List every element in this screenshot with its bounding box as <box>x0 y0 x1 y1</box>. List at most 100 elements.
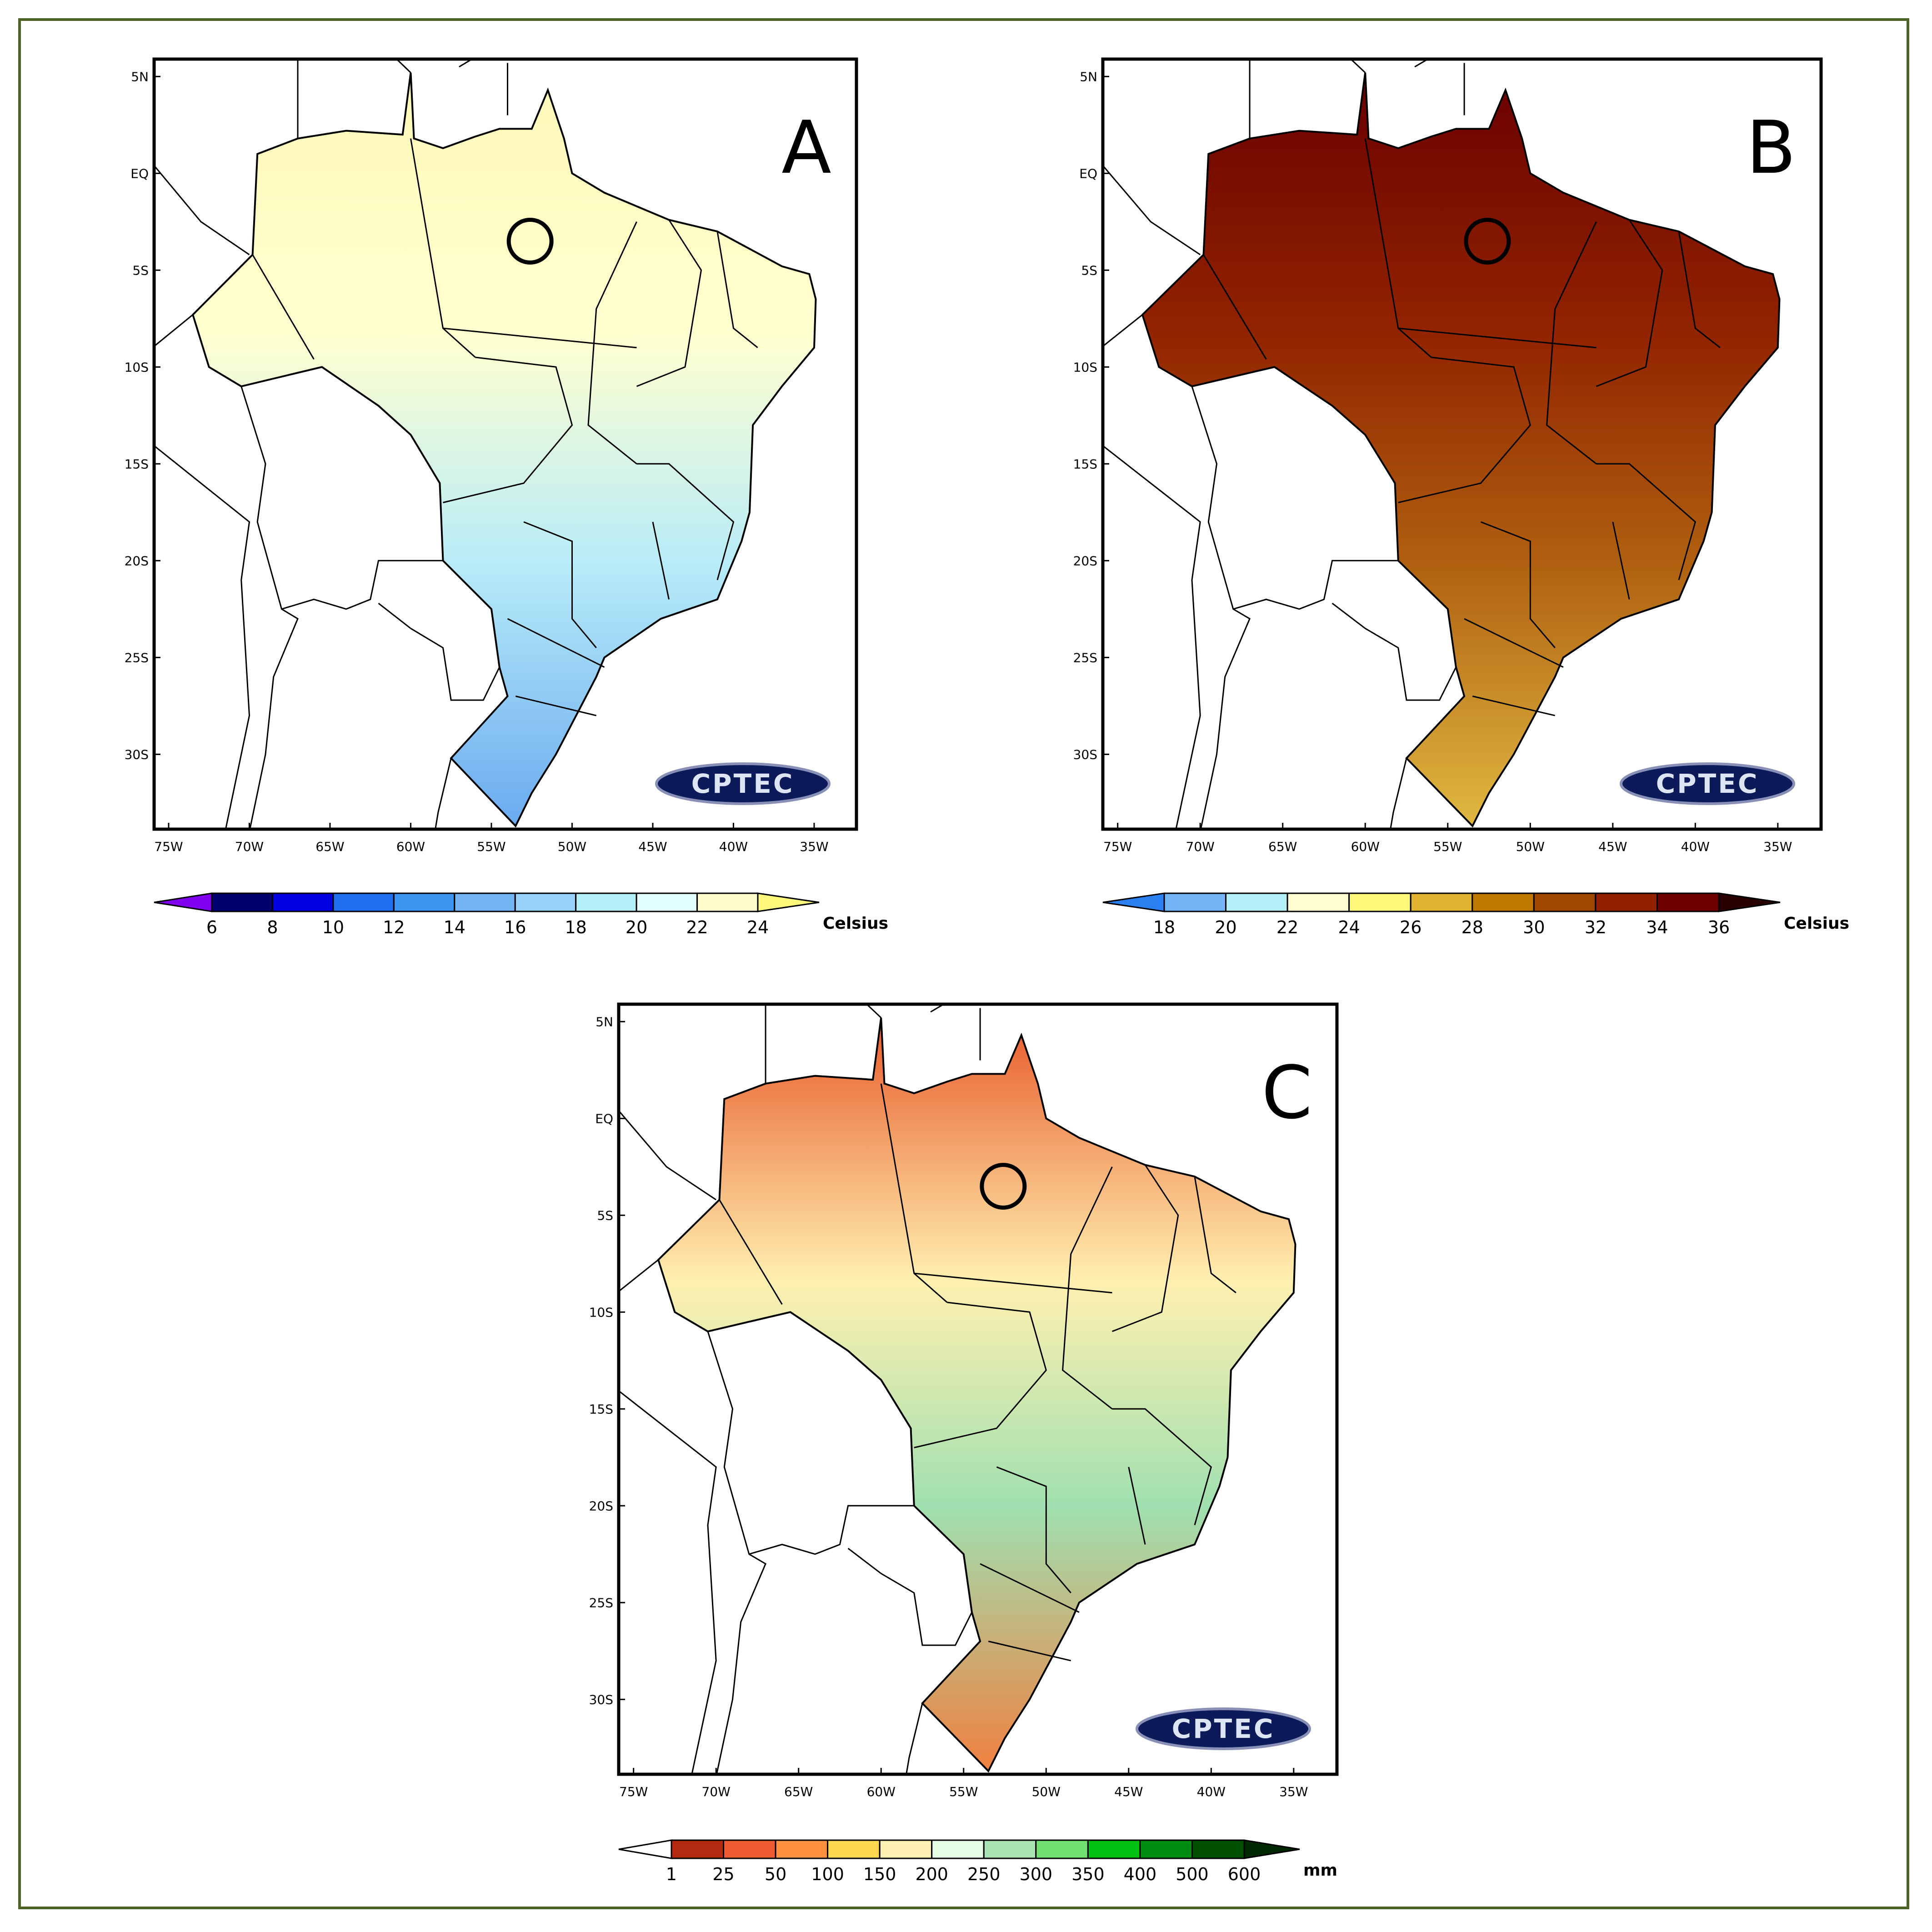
map-panel-c: C 75W 70W 65W 60W 55W 50W 45W 40W 35W 5N EQ 5S 10S 15S… <box>589 1002 1339 1799</box>
lat-tick-label: 5N <box>1080 69 1097 84</box>
panel-letter-label: A <box>781 105 831 190</box>
state-border <box>523 521 597 648</box>
lon-tick-label: 45W <box>1598 839 1627 854</box>
legend-arrow-left <box>154 892 213 912</box>
legend-label: 10 <box>322 917 344 937</box>
legend-label: 8 <box>267 917 278 937</box>
legend-label: 1 <box>666 1864 677 1884</box>
lat-tick-label: 5S <box>1081 263 1097 278</box>
state-border <box>1678 231 1721 348</box>
legend-swatch <box>575 892 637 912</box>
lon-tick-label: 55W <box>477 839 506 854</box>
lon-tick-label: 40W <box>1197 1784 1226 1799</box>
country-border <box>619 1390 717 1774</box>
country-border <box>619 1259 659 1292</box>
state-border <box>988 1641 1071 1662</box>
legend-swatch <box>879 1839 933 1859</box>
legend-swatch <box>1087 1839 1141 1859</box>
lat-tick-label: 10S <box>589 1305 613 1320</box>
legend-label: 500 <box>1176 1864 1209 1884</box>
legend-label: 32 <box>1585 917 1607 937</box>
legend-swatch <box>1225 892 1288 912</box>
state-border <box>1398 327 1597 349</box>
panel-letter-label: B <box>1746 105 1796 190</box>
legend-label: 50 <box>765 1864 786 1884</box>
country-border <box>281 560 443 610</box>
state-border <box>443 356 573 503</box>
map-frame <box>152 57 858 831</box>
lat-tick-label: 10S <box>125 360 149 375</box>
legend-label: 150 <box>863 1864 896 1884</box>
legend-unit: Celsius <box>1784 914 1849 933</box>
legend-label: 600 <box>1228 1864 1261 1884</box>
state-border <box>914 1301 1047 1448</box>
lat-tick-label: 20S <box>1073 553 1097 568</box>
color-legend-b: 18 20 22 24 26 28 30 32 34 36 Celsius <box>1102 892 1849 937</box>
legend-label: 24 <box>747 917 769 937</box>
panel-letter-label: C <box>1261 1050 1312 1135</box>
state-border <box>1112 1408 1212 1526</box>
lat-tick-label: 30S <box>125 747 149 762</box>
legend-swatch <box>1139 1839 1193 1859</box>
legend-label: 6 <box>206 917 217 937</box>
legend-swatch <box>983 1839 1037 1859</box>
country-border <box>906 1703 923 1774</box>
country-border <box>1103 445 1201 829</box>
country-border <box>459 59 474 68</box>
logo-text: CPTEC <box>1656 768 1759 799</box>
lon-tick-label: 60W <box>867 1784 896 1799</box>
legend-label: 30 <box>1523 917 1545 937</box>
legend-swatch <box>827 1839 881 1859</box>
logo-ellipse <box>1620 762 1795 805</box>
lon-tick-label: 50W <box>558 839 586 854</box>
legend-swatch <box>1656 892 1720 912</box>
legend-label: 100 <box>811 1864 844 1884</box>
state-border <box>636 219 702 387</box>
lon-tick-label: 35W <box>1279 1784 1308 1799</box>
state-border <box>1546 221 1597 465</box>
state-border <box>1464 618 1564 668</box>
lon-tick-label: 50W <box>1032 1784 1061 1799</box>
lon-tick-label: 55W <box>949 1784 978 1799</box>
state-border <box>719 1199 783 1305</box>
lon-tick-label: 70W <box>1186 839 1215 854</box>
lat-tick-label: 5N <box>596 1014 613 1029</box>
state-border <box>1062 1166 1113 1410</box>
lat-tick-label: EQ <box>130 166 149 181</box>
country-border <box>1331 602 1457 701</box>
state-border <box>1596 219 1663 387</box>
lat-tick-label: 5S <box>132 263 149 278</box>
legend-label: 300 <box>1020 1864 1053 1884</box>
legend-label: 36 <box>1708 917 1730 937</box>
state-border <box>1203 254 1267 360</box>
legend-label: 18 <box>1153 917 1175 937</box>
legend-arrow-left <box>1102 892 1165 912</box>
legend-label: 16 <box>504 917 526 937</box>
state-border <box>1596 463 1697 581</box>
state-border <box>507 618 605 668</box>
legend-arrow-left <box>618 1839 672 1859</box>
country-border <box>154 314 194 347</box>
lat-tick-label: 15S <box>1073 456 1097 471</box>
legend-arrow-right <box>1718 892 1781 912</box>
legend-swatch <box>1348 892 1411 912</box>
map-content <box>1103 59 1781 829</box>
logo-text: CPTEC <box>1172 1713 1275 1744</box>
state-border <box>515 696 597 716</box>
state-border <box>443 327 637 349</box>
lon-tick-label: 60W <box>1351 839 1380 854</box>
lon-tick-label: 45W <box>1114 1784 1143 1799</box>
country-border <box>1414 59 1430 68</box>
lon-tick-label: 35W <box>800 839 828 854</box>
lon-tick-label: 75W <box>154 839 183 854</box>
lon-tick-label: 75W <box>1103 839 1132 854</box>
lon-tick-label: 65W <box>784 1784 813 1799</box>
logo-text: CPTEC <box>691 768 795 799</box>
legend-arrow-right <box>1243 1839 1300 1859</box>
lat-tick-label: EQ <box>1079 166 1097 181</box>
lat-tick-label: 15S <box>125 456 149 471</box>
map-frame <box>1101 57 1823 831</box>
country-border <box>1103 164 1201 255</box>
map-frame <box>617 1002 1339 1776</box>
map-panel-a: A 75W 70W 65W 60W 55W 50W 45W 40W 35W 5N EQ 5S 10S 15S… <box>125 57 858 854</box>
